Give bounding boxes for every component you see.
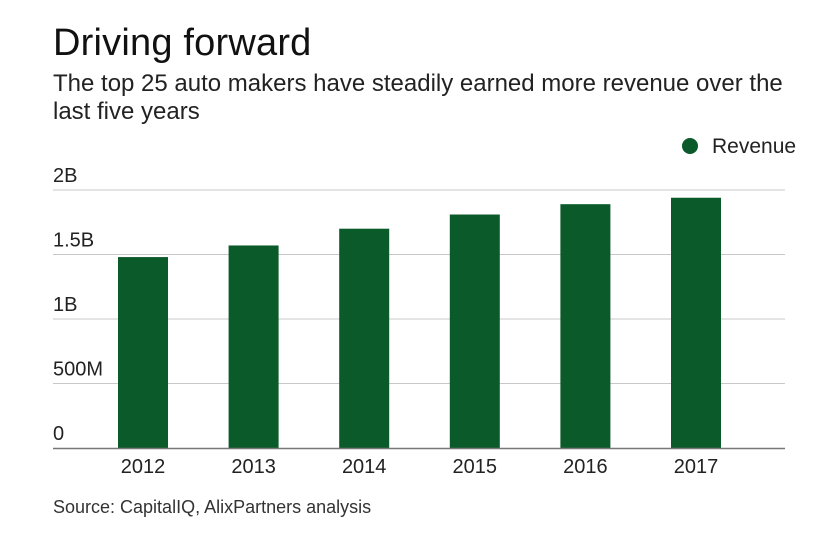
- x-tick-label: 2012: [121, 456, 166, 478]
- legend-marker: [682, 138, 698, 154]
- x-tick-label: 2016: [563, 456, 608, 478]
- y-tick-label: 1B: [53, 294, 77, 316]
- source-note: Source: CapitalIQ, AlixPartners analysis: [53, 497, 372, 517]
- legend-label: Revenue: [712, 135, 796, 158]
- bar-2014: [339, 228, 390, 448]
- bar-2016: [560, 204, 611, 448]
- x-tick-label: 2017: [674, 456, 719, 478]
- bar-2012: [118, 257, 168, 448]
- x-tick-label: 2014: [342, 456, 387, 478]
- chart-subtitle: The top 25 auto makers have steadily ear…: [53, 70, 783, 125]
- legend: Revenue: [682, 135, 796, 158]
- chart-title: Driving forward: [53, 22, 312, 64]
- axes: 0 500M 1B 1.5B 2B 2012 2013 2014 2015 2016 2017: [53, 165, 785, 478]
- gridlines: [53, 189, 785, 384]
- y-tick-label: 2B: [53, 165, 77, 187]
- bar-2017: [671, 197, 721, 448]
- bar-2015: [449, 214, 500, 448]
- bars: [118, 197, 721, 448]
- x-tick-label: 2015: [453, 456, 498, 478]
- y-tick-label: 0: [53, 423, 64, 445]
- bar-2013: [228, 245, 279, 448]
- y-tick-label: 1.5B: [53, 230, 94, 252]
- y-tick-label: 500M: [53, 359, 103, 381]
- x-tick-label: 2013: [231, 456, 276, 478]
